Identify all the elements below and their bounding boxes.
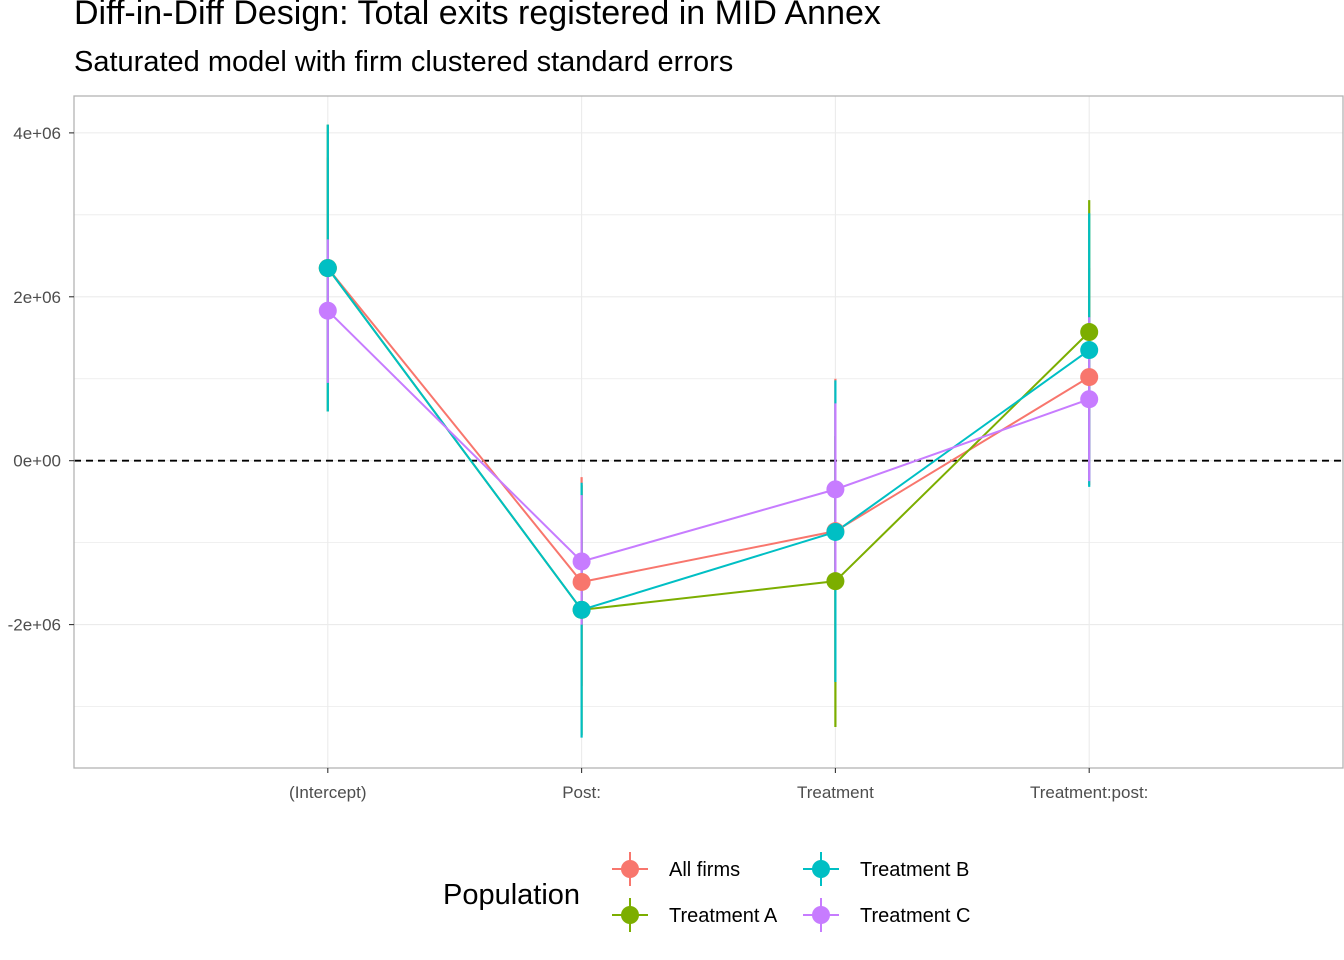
legend-key-point (621, 906, 639, 924)
y-tick-label: 0e+00 (13, 452, 61, 471)
legend-item-treatment-c: Treatment C (803, 898, 970, 932)
legend-key-point (812, 860, 830, 878)
series-line-treatment-c (327, 310, 1090, 563)
data-point-all-firms (1080, 368, 1099, 387)
data-point-treatment-c (826, 480, 845, 499)
grid (74, 96, 1343, 768)
legend-key-point (621, 860, 639, 878)
y-tick-label: 4e+06 (13, 124, 61, 143)
legend-item-all-firms: All firms (612, 852, 740, 886)
data-point-treatment-c (572, 552, 591, 571)
data-point-all-firms (572, 572, 591, 591)
data-point-treatment-a (826, 572, 845, 591)
data-point-treatment-a (1080, 323, 1099, 342)
legend-label: All firms (669, 859, 740, 881)
legend-label: Treatment B (860, 859, 969, 881)
chart-title: Diff-in-Diff Design: Total exits registe… (74, 0, 881, 32)
legend-label: Treatment A (669, 905, 778, 927)
data-point-treatment-c (1080, 390, 1099, 409)
series-line-treatment-b (326, 267, 1090, 611)
x-axis-ticks: (Intercept) Post: Treatment Treatment:post: (289, 768, 1148, 802)
y-tick-label: 2e+06 (13, 288, 61, 307)
x-tick-label: Treatment:post: (1030, 783, 1148, 802)
data-point-treatment-b (572, 600, 591, 619)
legend-item-treatment-b: Treatment B (803, 852, 969, 886)
series-points (318, 259, 1099, 619)
data-point-treatment-b (318, 259, 337, 278)
series-lines (326, 267, 1090, 611)
data-point-treatment-b (1080, 341, 1099, 360)
chart-subtitle: Saturated model with firm clustered stan… (74, 46, 734, 78)
legend-key-point (812, 906, 830, 924)
panel-border (73, 95, 1344, 769)
x-tick-label: (Intercept) (289, 783, 366, 802)
x-tick-label: Post: (562, 783, 601, 802)
data-point-treatment-c (318, 301, 337, 320)
legend-title: Population (443, 879, 580, 911)
x-tick-label: Treatment (797, 783, 874, 802)
series-line-all-firms (327, 267, 1090, 584)
legend: Population All firms Treatment B Treatment … (443, 852, 970, 932)
legend-label: Treatment C (860, 905, 970, 927)
legend-item-treatment-a: Treatment A (612, 898, 778, 932)
y-tick-label: -2e+06 (8, 616, 61, 635)
data-point-treatment-b (826, 522, 845, 541)
y-axis-ticks: 4e+06 2e+06 0e+00 -2e+06 (8, 124, 74, 635)
